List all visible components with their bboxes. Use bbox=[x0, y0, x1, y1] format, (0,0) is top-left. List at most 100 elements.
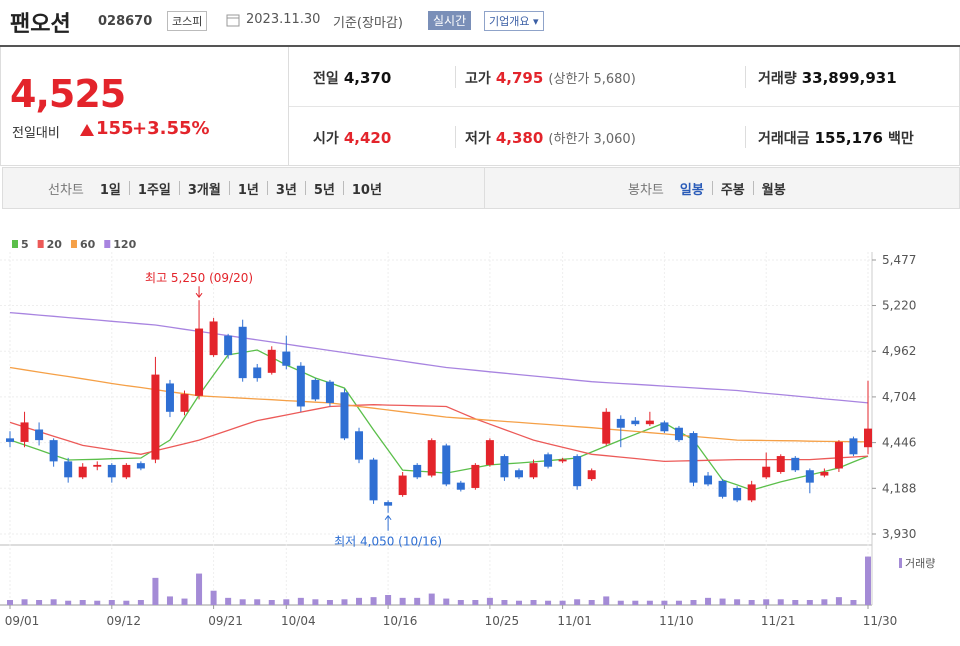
x-tick-label: 09/01 bbox=[5, 614, 40, 628]
stat-value: 4,370 bbox=[343, 69, 392, 87]
candle-tabs: 봉차트 일봉 주봉 월봉 bbox=[628, 179, 786, 198]
up-triangle bbox=[80, 124, 94, 136]
candle-body bbox=[500, 456, 509, 478]
candle-body bbox=[122, 464, 131, 478]
x-tick-label: 11/30 bbox=[863, 614, 898, 628]
volume-bar bbox=[239, 599, 246, 605]
basis: 기준(장마감) bbox=[333, 16, 403, 31]
tab[interactable]: 3년 bbox=[275, 183, 297, 198]
ma-line bbox=[9, 366, 869, 443]
tab[interactable]: 1주일 bbox=[137, 183, 171, 198]
ma-line bbox=[9, 311, 869, 404]
stat-label: 거래량 bbox=[758, 71, 797, 87]
candle-body bbox=[296, 365, 305, 407]
candle-body bbox=[325, 381, 334, 403]
price: 4,525 bbox=[10, 72, 126, 116]
volume-bar bbox=[370, 597, 377, 605]
y-tick-label: 4,962 bbox=[882, 344, 916, 358]
candle-body bbox=[267, 349, 276, 373]
realtime-button[interactable]: 실시간 bbox=[428, 11, 472, 30]
stat-label: 거래대금 bbox=[758, 131, 810, 147]
high-annotation: 최고 5,250 (09/20) bbox=[145, 271, 253, 285]
candle-body bbox=[747, 484, 756, 501]
candle-body bbox=[384, 502, 393, 506]
candle-body bbox=[529, 463, 538, 478]
tab[interactable]: 1년 bbox=[237, 183, 259, 198]
volume-bar bbox=[399, 597, 406, 605]
candle-body bbox=[631, 420, 640, 425]
candle-body bbox=[136, 463, 145, 469]
candle-body bbox=[35, 429, 44, 441]
volume-bar bbox=[690, 600, 697, 605]
volume-bar bbox=[196, 573, 203, 605]
change-pct: +3.55% bbox=[132, 118, 210, 139]
tab-group-label: 선차트 bbox=[48, 183, 84, 198]
candle-body bbox=[834, 441, 843, 469]
volume-bar bbox=[36, 600, 43, 605]
candle-body bbox=[151, 374, 160, 460]
volume-bar bbox=[617, 600, 624, 605]
legend-label: 5 bbox=[21, 238, 29, 251]
candle-body bbox=[791, 457, 800, 471]
volume-bar bbox=[181, 598, 188, 605]
volume-bar bbox=[865, 556, 871, 605]
volume-bar bbox=[835, 597, 842, 605]
candle-body bbox=[282, 351, 291, 366]
volume-bar bbox=[821, 599, 828, 605]
candle-body bbox=[311, 379, 320, 400]
tab[interactable]: 1일 bbox=[99, 183, 121, 198]
volume-bar bbox=[588, 600, 595, 605]
candle-body bbox=[209, 321, 218, 356]
tab-separator bbox=[128, 181, 130, 195]
volume-bar bbox=[123, 600, 130, 605]
stat-value: 155,176 bbox=[814, 129, 883, 147]
candle-body bbox=[107, 464, 116, 478]
volume-bar bbox=[341, 599, 348, 605]
divider bbox=[289, 106, 959, 107]
tab-bar bbox=[2, 167, 960, 209]
low-annotation: 최저 4,050 (10/16) bbox=[334, 535, 442, 549]
high-arrow bbox=[195, 286, 203, 299]
divider bbox=[288, 47, 289, 165]
candle-body bbox=[78, 466, 87, 478]
tab[interactable]: 월봉 bbox=[761, 183, 786, 198]
stat-label: 고가 bbox=[465, 71, 491, 87]
volume-bar bbox=[472, 600, 479, 605]
volume-bar bbox=[428, 593, 435, 605]
candle-body bbox=[471, 464, 480, 488]
x-tick-label: 11/21 bbox=[761, 614, 796, 628]
volume-bar bbox=[385, 595, 392, 605]
volume-bar bbox=[748, 600, 755, 605]
volume-bar bbox=[515, 600, 522, 605]
divider bbox=[745, 66, 746, 88]
volume-bar bbox=[632, 600, 639, 605]
stat-unit: 백만 bbox=[888, 131, 914, 147]
candle-body bbox=[674, 427, 683, 441]
tab-separator bbox=[266, 181, 268, 195]
tab[interactable]: 일봉 bbox=[679, 183, 704, 198]
volume-bar bbox=[94, 600, 101, 605]
volume-bar bbox=[312, 599, 319, 605]
legend-label: 120 bbox=[113, 238, 136, 251]
tab[interactable]: 5년 bbox=[313, 183, 335, 198]
tab[interactable]: 3개월 bbox=[187, 183, 221, 198]
volume-legend-swatch bbox=[899, 558, 902, 568]
candle-body bbox=[762, 466, 771, 478]
tab-separator bbox=[304, 181, 306, 195]
candle-body bbox=[195, 328, 204, 396]
volume-bar bbox=[661, 600, 668, 605]
stat-note: (상한가 5,680) bbox=[548, 72, 636, 87]
divider bbox=[745, 126, 746, 148]
candle-body bbox=[340, 392, 349, 439]
stat-label: 시가 bbox=[313, 131, 339, 147]
tab[interactable]: 주봉 bbox=[720, 183, 745, 198]
volume-bar bbox=[254, 599, 261, 605]
candle-body bbox=[442, 445, 451, 485]
volume-bar bbox=[719, 598, 726, 605]
change: 155 bbox=[96, 118, 134, 139]
tab[interactable]: 10년 bbox=[351, 183, 382, 198]
candle-body bbox=[718, 480, 727, 497]
y-tick-label: 3,930 bbox=[882, 527, 916, 541]
candle-body bbox=[514, 470, 523, 478]
overview-button[interactable]: 기업개요 ▾ bbox=[484, 11, 544, 31]
